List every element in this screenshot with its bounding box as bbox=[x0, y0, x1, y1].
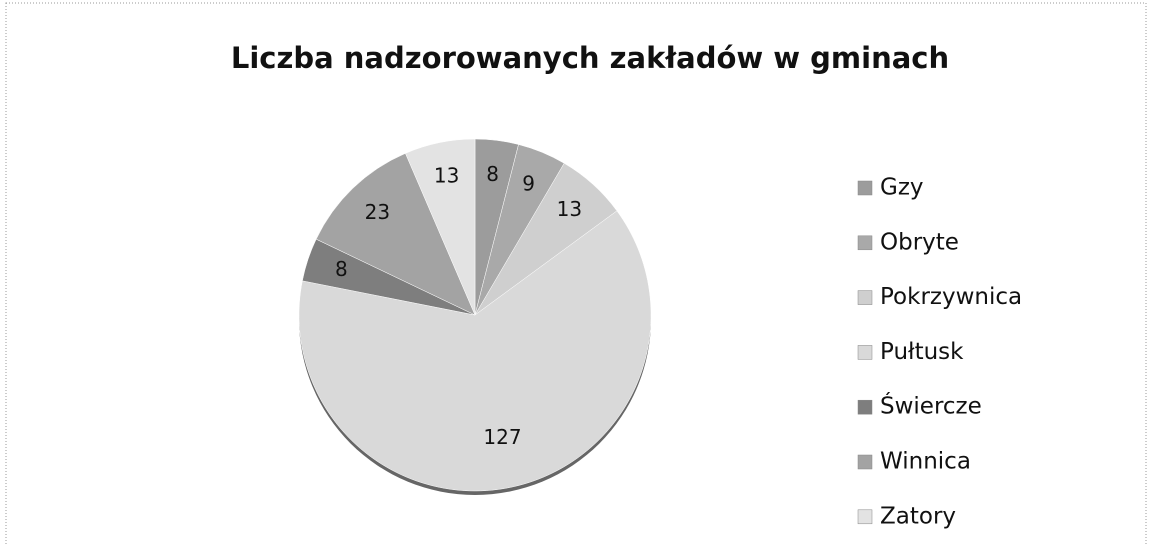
legend-swatch bbox=[857, 454, 873, 470]
pie-slice bbox=[315, 153, 476, 316]
pie-slice bbox=[298, 210, 652, 492]
legend-label: Zatory bbox=[880, 503, 956, 529]
legend-label: Winnica bbox=[880, 449, 971, 475]
chart-title: Liczba nadzorowanych zakładów w gminach bbox=[231, 41, 949, 75]
data-label: 23 bbox=[365, 200, 390, 224]
data-label: 8 bbox=[486, 162, 499, 186]
data-label: 13 bbox=[434, 164, 459, 188]
legend-label: Pokrzywnica bbox=[880, 284, 1022, 310]
legend-swatch bbox=[857, 235, 873, 251]
data-label: 127 bbox=[483, 425, 521, 449]
chart-frame bbox=[5, 2, 1147, 546]
legend-label: Gzy bbox=[880, 175, 924, 201]
legend-swatch bbox=[857, 399, 873, 415]
data-label: 13 bbox=[557, 197, 582, 221]
legend-swatch bbox=[857, 180, 873, 196]
legend-swatch bbox=[857, 345, 873, 360]
legend-label: Pułtusk bbox=[880, 339, 964, 365]
legend-label: Obryte bbox=[880, 229, 959, 255]
pie-slice bbox=[405, 138, 476, 316]
legend-swatch bbox=[857, 509, 873, 525]
legend-label: Świercze bbox=[880, 392, 982, 420]
data-label: 9 bbox=[522, 171, 535, 195]
data-label: 8 bbox=[335, 257, 348, 281]
legend-swatch bbox=[857, 290, 873, 305]
